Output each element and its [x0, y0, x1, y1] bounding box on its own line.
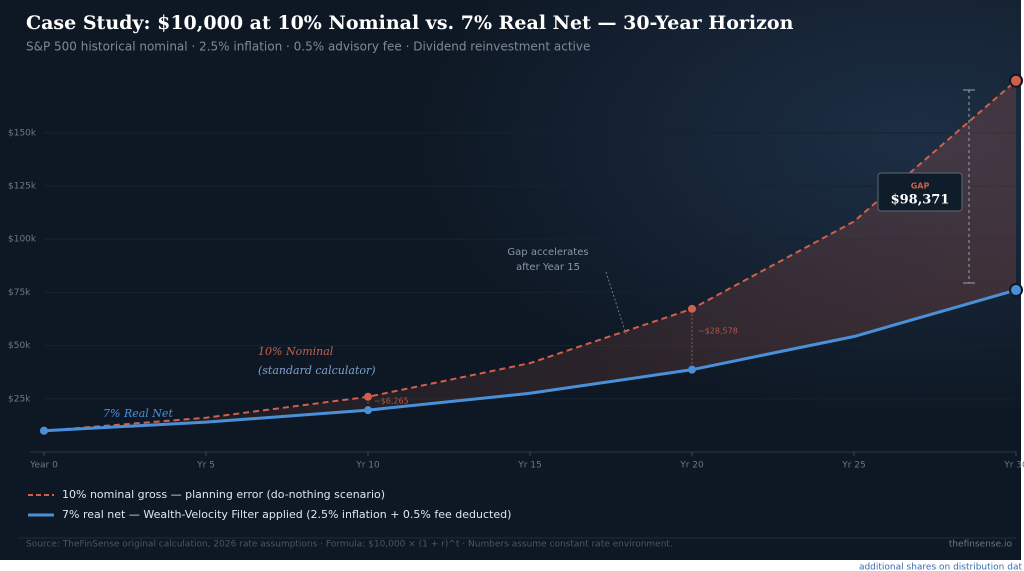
legend-label: 10% nominal gross — planning error (do-n…: [62, 488, 385, 501]
y-tick-label: $150k: [8, 128, 37, 138]
series-label: 7% Real Net: [103, 407, 173, 420]
annotation: Gap accelerates: [507, 247, 588, 258]
y-tick-label: $100k: [8, 235, 37, 245]
gap-box-title: GAP: [911, 182, 930, 191]
series-line: [43, 79, 1017, 432]
gap-area: [44, 80, 1016, 431]
x-tick-label: Year 0: [29, 461, 58, 471]
x-tick-label: Yr 5: [196, 461, 215, 471]
annotation-leader: [605, 271, 627, 335]
x-tick-label: Yr 30: [1003, 461, 1024, 471]
gap-box-value: $98,371: [891, 193, 950, 208]
y-tick-label: $25k: [8, 394, 31, 404]
point: [364, 392, 372, 401]
gap-box: [877, 172, 963, 212]
series-label: (standard calculator): [258, 364, 376, 377]
gap-value-label: ~$6,265: [374, 396, 409, 405]
footer-fragment: additional shares on distribution dat: [859, 563, 1023, 571]
point: [1009, 73, 1023, 88]
y-tick-label: $50k: [8, 341, 31, 351]
point: [364, 406, 372, 415]
series-line: [43, 288, 1017, 433]
legend-label: 7% real net — Wealth-Velocity Filter app…: [62, 508, 511, 521]
site: thefinsense.io: [949, 540, 1013, 550]
x-tick-label: Yr 15: [517, 461, 542, 471]
point: [688, 365, 696, 374]
y-tick-label: $125k: [8, 182, 37, 192]
x-tick-label: Yr 10: [355, 461, 380, 471]
series-label: 10% Nominal: [258, 345, 334, 358]
y-tick-label: $75k: [8, 288, 31, 298]
chart-title: Case Study: $10,000 at 10% Nominal vs. 7…: [26, 12, 794, 34]
x-tick-label: Yr 25: [841, 461, 866, 471]
point: [688, 304, 696, 313]
source: Source: TheFinSense original calculation…: [26, 540, 673, 550]
gap-value-label: ~$28,578: [698, 326, 738, 335]
point: [40, 426, 48, 435]
subtitle: S&P 500 historical nominal · 2.5% inflat…: [26, 40, 590, 54]
annotation: after Year 15: [516, 262, 580, 273]
x-tick-label: Yr 20: [679, 461, 704, 471]
point: [1009, 283, 1023, 298]
